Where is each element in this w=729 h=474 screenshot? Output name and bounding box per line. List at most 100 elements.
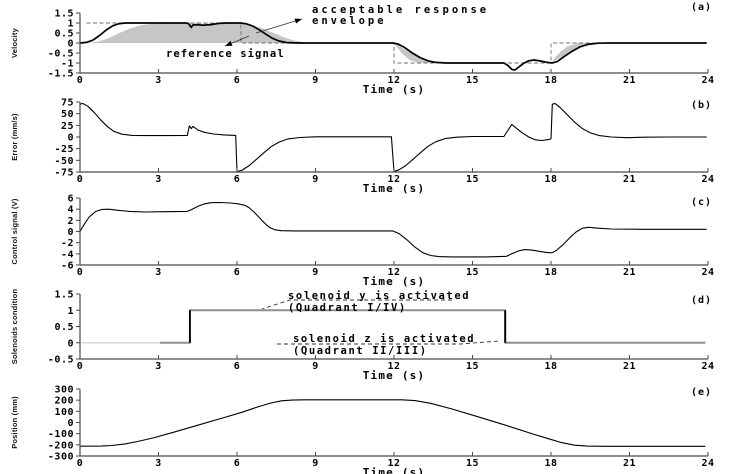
ytick-label: 0 xyxy=(67,39,74,50)
ytick-label: -1 xyxy=(61,59,74,70)
solenoid-z-label: solenoid z is activated xyxy=(293,333,475,345)
series-reference-signal xyxy=(86,22,706,64)
ytick-label: -200 xyxy=(48,440,74,451)
ytick-label: 0 xyxy=(67,227,74,238)
xtick-label: 18 xyxy=(544,361,557,372)
ytick-label: 2 xyxy=(67,216,74,227)
ytick-label: 50 xyxy=(61,109,74,120)
xtick-label: 18 xyxy=(544,75,557,86)
y-axis-title: Control signal (V) xyxy=(10,198,19,264)
xtick-label: 3 xyxy=(155,174,162,185)
x-axis-title: Time (s) xyxy=(363,182,426,195)
xtick-label: 24 xyxy=(701,361,714,372)
xtick-label: 6 xyxy=(234,458,241,469)
xtick-label: 0 xyxy=(77,458,84,469)
ytick-label: 0.5 xyxy=(54,322,74,333)
x-axis-title: Time (s) xyxy=(363,466,426,474)
ytick-label: -0.5 xyxy=(48,355,74,366)
ytick-label: -75 xyxy=(54,168,74,179)
y-axis-title: Position (mm) xyxy=(10,396,19,449)
xtick-label: 12 xyxy=(387,458,400,469)
panel-letter-e: (e) xyxy=(691,387,712,398)
panel-letter-b: (b) xyxy=(691,100,712,111)
ytick-label: -4 xyxy=(61,249,74,260)
xtick-label: 3 xyxy=(155,361,162,372)
y-axis-title: Solenoids condition xyxy=(10,289,19,365)
ytick-label: -1.5 xyxy=(48,69,74,80)
xtick-label: 15 xyxy=(466,458,479,469)
xtick-label: 15 xyxy=(466,361,479,372)
ytick-label: 300 xyxy=(54,385,74,396)
xtick-label: 9 xyxy=(312,174,319,185)
xtick-label: 15 xyxy=(466,75,479,86)
xtick-label: 0 xyxy=(77,75,84,86)
ytick-label: -50 xyxy=(54,156,74,167)
xtick-label: 3 xyxy=(155,75,162,86)
panel-letter-d: (d) xyxy=(691,295,712,306)
ytick-label: 200 xyxy=(54,396,74,407)
series-envelope-step-12 xyxy=(394,43,451,63)
xtick-label: 21 xyxy=(623,267,636,278)
series-response xyxy=(79,22,707,71)
solenoid-y-label: (Quadrant I/IV) xyxy=(288,302,407,314)
y-axis-title: Error (mm/s) xyxy=(10,113,19,161)
solenoid-z-label: (Quadrant II/III) xyxy=(293,345,428,357)
ytick-label: 0 xyxy=(67,418,74,429)
ytick-label: -300 xyxy=(48,452,74,463)
xtick-label: 9 xyxy=(312,75,319,86)
xtick-label: 24 xyxy=(701,174,714,185)
ytick-label: 1 xyxy=(67,19,74,30)
xtick-label: 6 xyxy=(234,75,241,86)
xtick-label: 21 xyxy=(623,174,636,185)
panel-letter-a: (a) xyxy=(691,2,712,13)
xtick-label: 24 xyxy=(701,267,714,278)
ytick-label: -2 xyxy=(61,238,74,249)
y-axis-title: Velocity xyxy=(10,27,19,58)
series-control-signal xyxy=(79,201,707,258)
xtick-label: 21 xyxy=(623,458,636,469)
xtick-label: 15 xyxy=(466,267,479,278)
series-error xyxy=(79,102,707,173)
ytick-label: 75 xyxy=(61,98,74,109)
xtick-label: 21 xyxy=(623,361,636,372)
x-axis-title: Time (s) xyxy=(363,83,426,96)
leader-line xyxy=(255,18,303,34)
ytick-label: 4 xyxy=(67,205,74,216)
acceptable-response-envelope: acceptable response xyxy=(312,4,489,16)
xtick-label: 6 xyxy=(234,361,241,372)
xtick-label: 24 xyxy=(701,75,714,86)
acceptable-response-envelope: envelope xyxy=(312,15,387,27)
xtick-label: 12 xyxy=(387,174,400,185)
xtick-label: 0 xyxy=(77,361,84,372)
ytick-label: -0.5 xyxy=(48,49,74,60)
ytick-label: 0 xyxy=(67,338,74,349)
xtick-label: 9 xyxy=(312,267,319,278)
leader-line xyxy=(261,299,452,310)
series-position xyxy=(79,399,706,447)
ytick-label: -100 xyxy=(48,429,74,440)
xtick-label: 0 xyxy=(77,267,84,278)
ytick-label: 1.5 xyxy=(54,290,74,301)
leader-line xyxy=(277,340,501,345)
solenoid-y-label: solenoid y is activated xyxy=(288,290,470,302)
ytick-label: -6 xyxy=(61,261,74,272)
xtick-label: 12 xyxy=(387,75,400,86)
xtick-label: 18 xyxy=(544,267,557,278)
xtick-label: 3 xyxy=(155,458,162,469)
series-envelope-step-18 xyxy=(551,43,609,63)
ytick-label: 0 xyxy=(67,133,74,144)
ytick-label: 1.5 xyxy=(54,9,74,20)
xtick-label: 9 xyxy=(312,458,319,469)
arrowhead xyxy=(225,40,233,46)
xtick-label: 24 xyxy=(701,458,714,469)
ytick-label: 25 xyxy=(61,121,74,132)
xtick-label: 3 xyxy=(155,267,162,278)
xtick-label: 6 xyxy=(234,174,241,185)
series-envelope-rise xyxy=(86,23,316,43)
xtick-label: 0 xyxy=(77,174,84,185)
